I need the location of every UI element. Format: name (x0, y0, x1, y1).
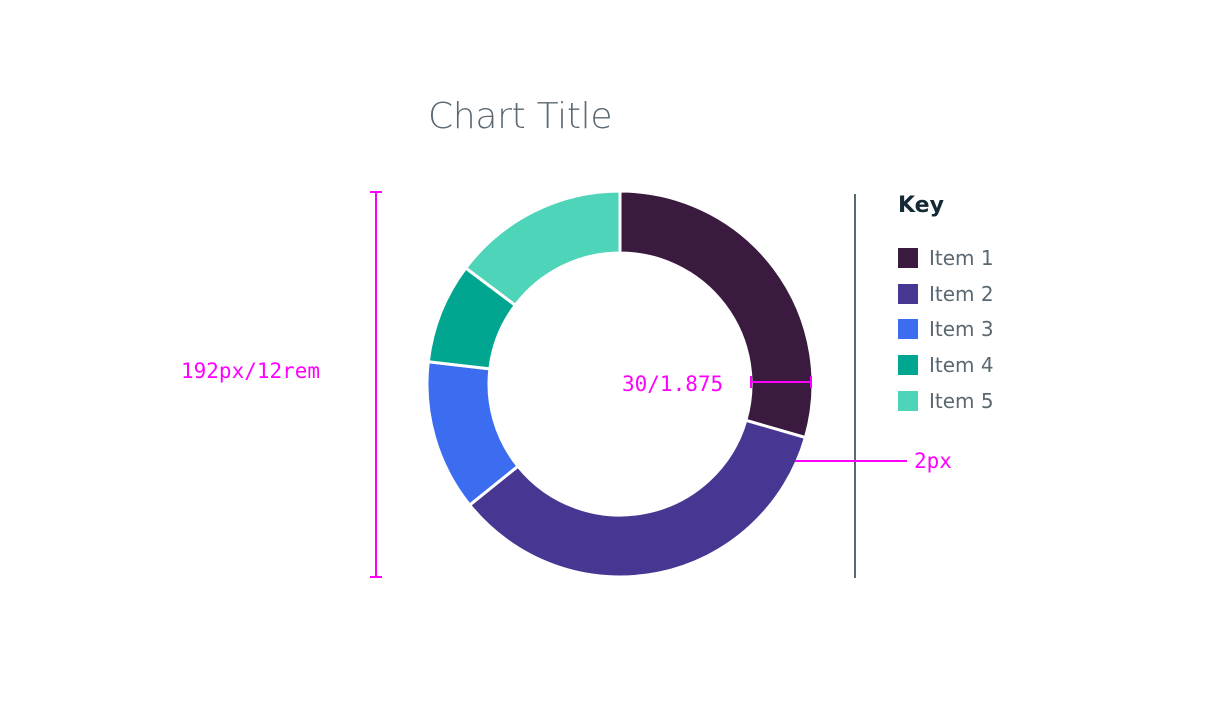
legend-label: Item 1 (929, 245, 994, 270)
legend-swatch (898, 283, 918, 304)
height-annotation: 192px/12rem (181, 191, 382, 578)
donut-slice-2[interactable] (467, 418, 808, 579)
legend-swatch (898, 355, 918, 376)
gap-annotation: 2px (795, 449, 952, 473)
height-label: 192px/12rem (181, 359, 320, 383)
donut-slice-1[interactable] (618, 189, 815, 440)
legend-item-1[interactable]: Item 1 (898, 240, 994, 276)
donut-slices (425, 189, 815, 579)
legend-items: Item 1 Item 2 Item 3 Item 4 Item 5 (898, 240, 994, 419)
legend-swatch (898, 247, 918, 268)
ring-width-label: 30/1.875 (622, 372, 723, 396)
legend-label: Item 3 (929, 317, 994, 342)
legend-label: Item 4 (929, 353, 994, 378)
legend-title: Key (898, 193, 944, 218)
legend-swatch (898, 319, 918, 340)
legend-label: Item 5 (929, 388, 994, 413)
legend-label: Item 2 (929, 281, 994, 306)
chart-title: Chart Title (428, 96, 613, 137)
legend-swatch (898, 390, 918, 411)
gap-label: 2px (914, 449, 952, 473)
legend-item-5[interactable]: Item 5 (898, 383, 994, 419)
ring-width-annotation: 30/1.875 (622, 372, 812, 396)
legend: Key Item 1 Item 2 Item 3 Item 4 Item 5 (898, 190, 994, 419)
legend-item-2[interactable]: Item 2 (898, 276, 994, 312)
legend-item-4[interactable]: Item 4 (898, 347, 994, 383)
spec-annotations: 192px/12rem 30/1.875 2px (181, 191, 952, 578)
donut-slice-5[interactable] (463, 189, 622, 308)
legend-item-3[interactable]: Item 3 (898, 312, 994, 348)
